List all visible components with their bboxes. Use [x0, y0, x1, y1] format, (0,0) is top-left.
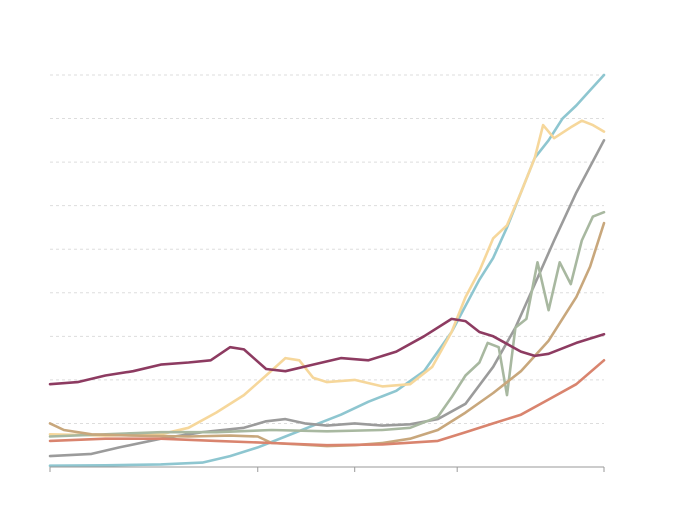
x-axis	[49, 466, 605, 472]
series-line-5	[48, 221, 606, 448]
series-line-3	[48, 139, 606, 458]
gridlines	[50, 74, 604, 424]
series-line-4	[48, 210, 606, 438]
series-lines	[48, 73, 606, 468]
series-line-1	[48, 73, 606, 468]
series-line-2	[48, 119, 606, 437]
series-line-7	[48, 317, 606, 386]
series-line-6	[48, 358, 606, 447]
